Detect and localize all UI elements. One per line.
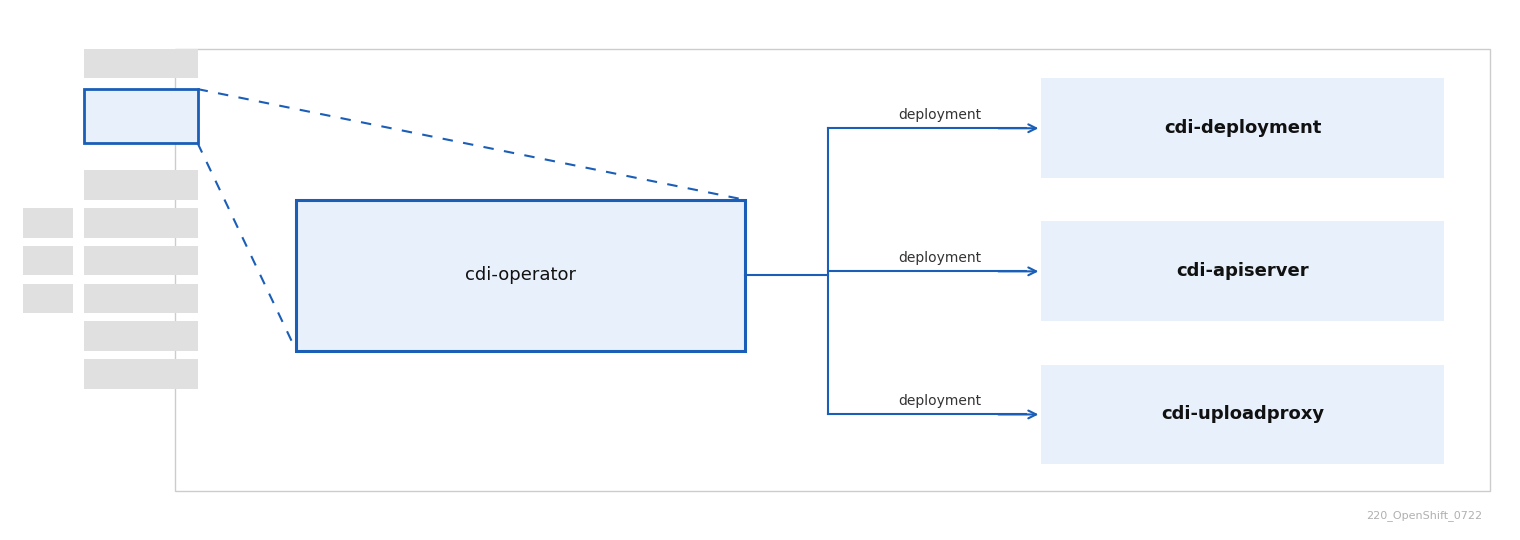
Bar — [23, 246, 73, 275]
Text: deployment: deployment — [898, 394, 982, 408]
Bar — [1041, 221, 1444, 321]
Text: cdi-deployment: cdi-deployment — [1164, 119, 1321, 137]
Bar — [84, 321, 198, 351]
Bar — [84, 284, 198, 313]
Bar — [84, 359, 198, 389]
Text: deployment: deployment — [898, 108, 982, 122]
Bar — [84, 89, 198, 143]
Bar — [296, 200, 745, 351]
Bar — [1041, 78, 1444, 178]
Text: cdi-apiserver: cdi-apiserver — [1176, 262, 1309, 280]
Text: cdi-operator: cdi-operator — [465, 266, 576, 285]
Text: 220_OpenShift_0722: 220_OpenShift_0722 — [1366, 510, 1482, 521]
Bar — [84, 208, 198, 238]
Bar — [84, 170, 198, 200]
Bar — [23, 208, 73, 238]
Text: cdi-uploadproxy: cdi-uploadproxy — [1161, 406, 1324, 423]
Bar — [23, 284, 73, 313]
Bar — [175, 49, 1490, 491]
Text: deployment: deployment — [898, 251, 982, 265]
Bar — [1041, 364, 1444, 464]
Bar — [84, 49, 198, 78]
Bar — [84, 246, 198, 275]
